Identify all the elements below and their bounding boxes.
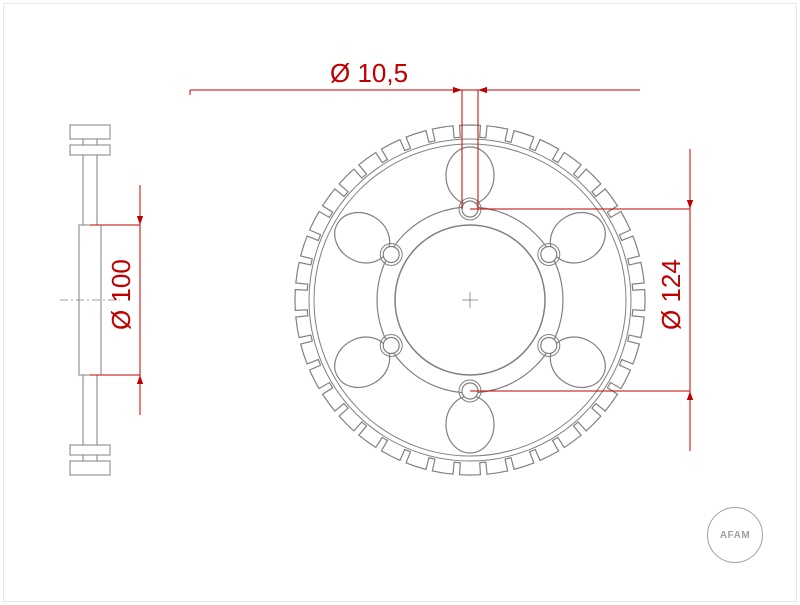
sprocket-front-view <box>295 125 645 475</box>
svg-text:Ø 100: Ø 100 <box>106 259 136 330</box>
logo-badge: AFAM <box>707 507 763 563</box>
svg-text:Ø 10,5: Ø 10,5 <box>330 58 408 88</box>
svg-text:Ø 124: Ø 124 <box>656 259 686 330</box>
technical-drawing: Ø 10,5 Ø 100 Ø 124 <box>0 0 800 605</box>
